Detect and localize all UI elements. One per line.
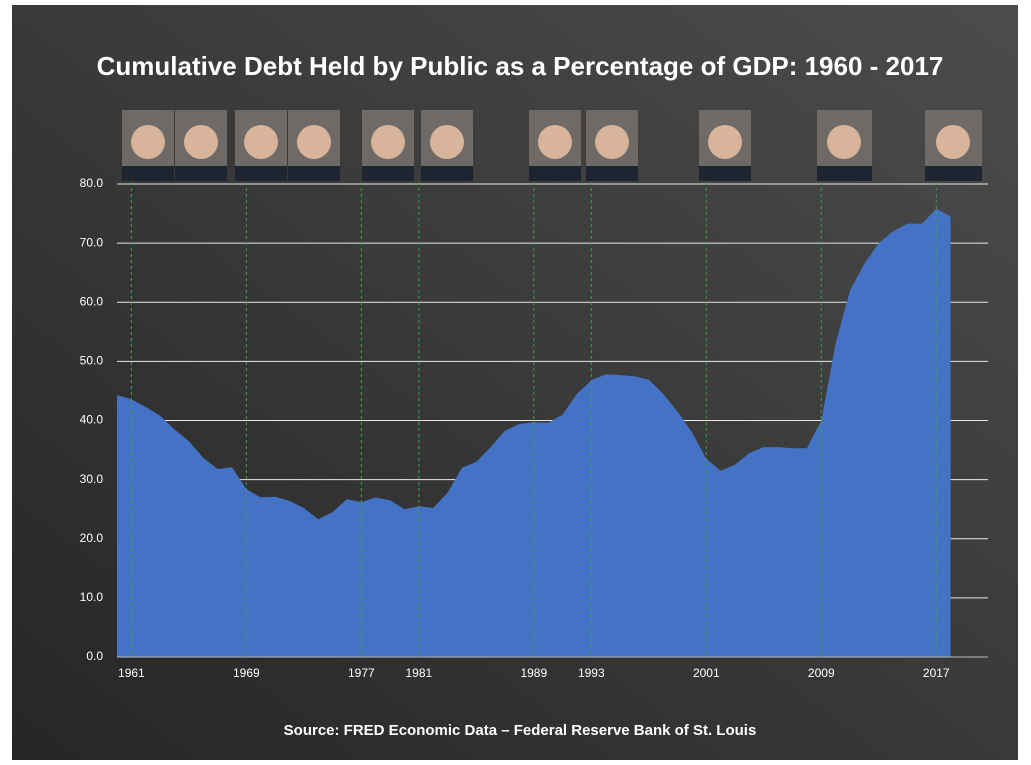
x-tick-label: 2009 xyxy=(808,666,835,680)
x-tick-label: 1961 xyxy=(118,666,145,680)
x-tick-label: 2017 xyxy=(923,666,950,680)
x-tick-label: 1981 xyxy=(405,666,432,680)
x-tick-label: 1969 xyxy=(233,666,260,680)
x-tick-label: 2001 xyxy=(693,666,720,680)
x-tick-label: 1993 xyxy=(578,666,605,680)
chart-title: Cumulative Debt Held by Public as a Perc… xyxy=(97,51,944,81)
y-tick-label: 20.0 xyxy=(80,531,104,545)
y-tick-label: 0.0 xyxy=(86,649,103,663)
area xyxy=(117,208,951,658)
y-tick-label: 80.0 xyxy=(80,176,104,190)
y-tick-label: 60.0 xyxy=(80,294,104,308)
y-tick-label: 70.0 xyxy=(80,235,104,249)
source-note: Source: FRED Economic Data – Federal Res… xyxy=(284,722,757,739)
x-tick-label: 1977 xyxy=(348,666,375,680)
portraits xyxy=(122,110,982,181)
y-tick-label: 10.0 xyxy=(80,590,104,604)
x-tick-label: 1989 xyxy=(520,666,547,680)
y-tick-label: 30.0 xyxy=(80,472,104,486)
y-tick-label: 40.0 xyxy=(80,413,104,427)
y-tick-label: 50.0 xyxy=(80,354,104,368)
